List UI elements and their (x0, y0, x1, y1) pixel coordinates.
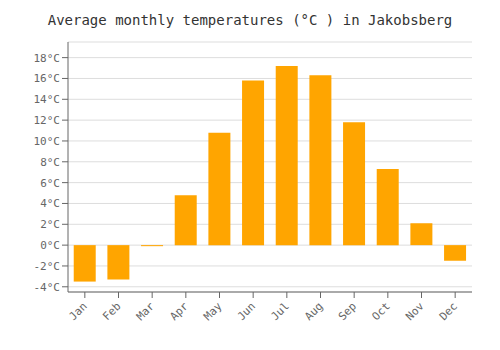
svg-text:18°C: 18°C (34, 52, 61, 65)
svg-text:16°C: 16°C (34, 72, 61, 85)
svg-text:6°C: 6°C (40, 177, 60, 190)
svg-text:May: May (201, 299, 225, 323)
svg-text:Jun: Jun (235, 300, 258, 323)
svg-text:0°C: 0°C (40, 239, 60, 252)
svg-text:Nov: Nov (403, 299, 427, 323)
svg-text:12°C: 12°C (34, 114, 61, 127)
html-text:Average monthly temperatures (: Average monthly temperatures (°C ) in Ja… (47, 12, 453, 28)
svg-text:Jul: Jul (269, 300, 292, 323)
svg-text:Mar: Mar (134, 299, 158, 323)
svg-text:-2°C: -2°C (34, 260, 61, 273)
svg-text:Apr: Apr (168, 299, 192, 323)
svg-text:4°C: 4°C (40, 197, 60, 210)
svg-text:10°C: 10°C (34, 135, 61, 148)
svg-text:Dec: Dec (437, 300, 460, 323)
svg-text:8°C: 8°C (40, 156, 60, 169)
svg-text:Aug: Aug (302, 300, 325, 323)
svg-text:Sep: Sep (336, 300, 359, 323)
svg-text:2°C: 2°C (40, 218, 60, 231)
svg-text:Feb: Feb (100, 300, 123, 323)
svg-text:Jan: Jan (67, 300, 90, 323)
svg-text:Oct: Oct (370, 300, 393, 323)
svg-text:14°C: 14°C (34, 93, 61, 106)
svg-text:-4°C: -4°C (34, 281, 61, 294)
